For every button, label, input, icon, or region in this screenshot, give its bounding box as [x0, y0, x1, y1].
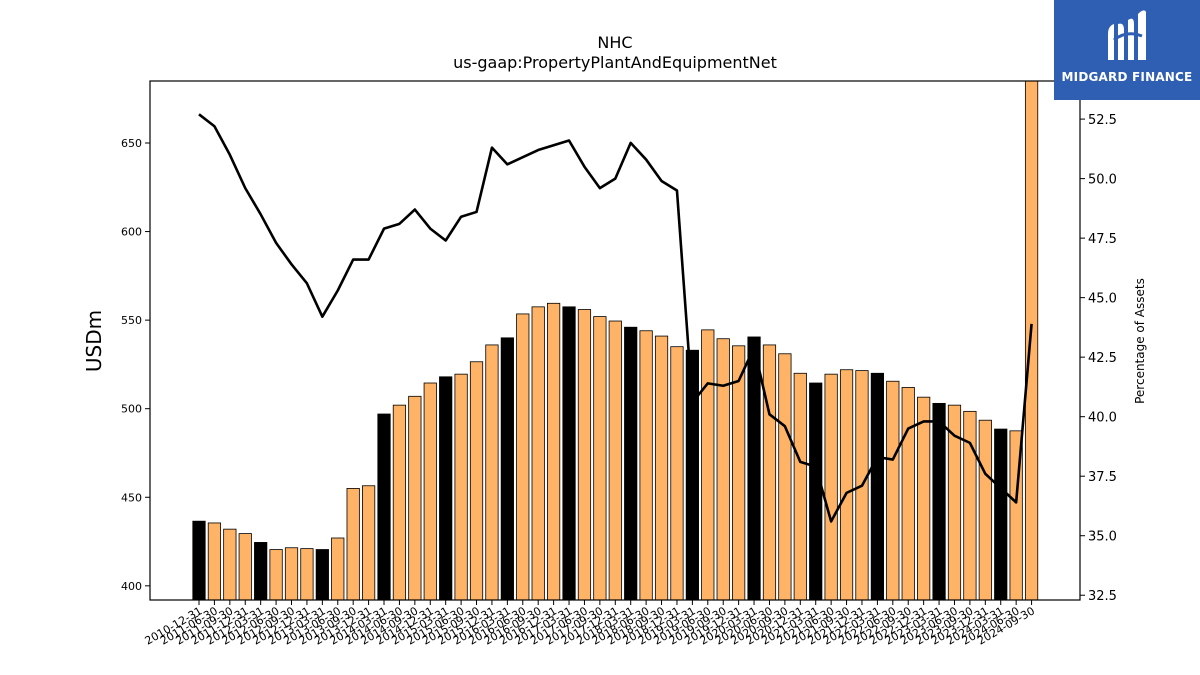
bar	[408, 395, 422, 601]
y-tick-label: 500	[121, 403, 142, 416]
bar-group	[192, 80, 1039, 601]
chart-title: NHC	[597, 33, 632, 52]
bar	[809, 382, 823, 601]
bar	[886, 380, 900, 601]
y2-tick-label: 40.0	[1088, 411, 1117, 426]
y-tick-label: 400	[121, 580, 142, 593]
y2-axis-label: Percentage of Assets	[1133, 278, 1147, 404]
y2-tick-label: 47.5	[1088, 232, 1117, 247]
bar	[901, 387, 915, 601]
bar	[639, 330, 653, 601]
bar	[732, 345, 746, 601]
bar	[346, 488, 360, 601]
bar	[593, 316, 607, 601]
bar	[284, 547, 299, 601]
bar	[978, 419, 992, 601]
y-tick-label: 650	[121, 137, 142, 150]
y2-tick-label: 50.0	[1088, 173, 1117, 188]
right-axis: 32.5 35.0 37.5 40.0 42.5 45.0 47.5 50.0 52.5	[1080, 113, 1117, 604]
x-axis: 2010-12-312011-06-302011-09-302011-12-31…	[143, 600, 1037, 648]
y2-tick-label: 32.5	[1088, 589, 1117, 604]
y-tick-label: 450	[121, 491, 142, 504]
bar	[377, 413, 391, 601]
bar	[531, 306, 545, 601]
y2-tick-label: 52.5	[1088, 113, 1117, 128]
bar	[315, 549, 329, 601]
y-tick-label: 550	[121, 314, 142, 327]
y2-tick-label: 45.0	[1088, 292, 1117, 307]
bar	[392, 404, 407, 601]
bar	[793, 372, 807, 601]
midgard-logo-icon	[1108, 10, 1146, 61]
bar	[701, 329, 715, 601]
y2-tick-label: 42.5	[1088, 351, 1117, 366]
bar	[547, 302, 561, 601]
bar	[254, 542, 268, 601]
y2-tick-label: 35.0	[1088, 530, 1117, 545]
bar	[747, 336, 761, 601]
bar	[716, 338, 730, 601]
bar	[516, 313, 530, 601]
bar	[300, 548, 314, 601]
bar	[562, 306, 576, 601]
bar	[192, 520, 206, 601]
bar	[608, 320, 622, 601]
y-axis-label: USDm	[82, 310, 106, 372]
bar	[361, 485, 376, 601]
bar	[994, 428, 1008, 601]
bar	[331, 537, 345, 601]
bar	[454, 373, 468, 601]
brand-name: MIDGARD FINANCE	[1061, 70, 1193, 84]
bar	[577, 309, 592, 601]
bar	[439, 376, 453, 601]
bar	[839, 369, 854, 601]
brand-logo: MIDGARD FINANCE	[1054, 0, 1200, 100]
y-tick-label: 600	[121, 226, 142, 239]
bar	[423, 382, 437, 601]
bar	[269, 549, 283, 601]
bar	[917, 396, 931, 601]
y2-tick-label: 37.5	[1088, 470, 1117, 485]
bar	[624, 326, 638, 601]
chart-subtitle: us-gaap:PropertyPlantAndEquipmentNet	[453, 53, 777, 72]
bar	[824, 373, 838, 601]
bar	[207, 522, 222, 601]
bar	[870, 372, 884, 601]
bar	[485, 344, 499, 601]
bar	[762, 344, 777, 601]
bar	[670, 346, 684, 601]
bar	[469, 361, 484, 601]
percentage-line	[198, 113, 1033, 523]
bar	[223, 528, 237, 601]
line-group	[198, 113, 1033, 523]
bar	[932, 402, 946, 601]
left-axis: 400 450 500 550 600 650	[121, 137, 150, 593]
bar	[500, 337, 514, 601]
bar	[654, 335, 669, 601]
bar	[1024, 80, 1039, 601]
bar	[238, 533, 252, 601]
bar	[778, 353, 792, 601]
